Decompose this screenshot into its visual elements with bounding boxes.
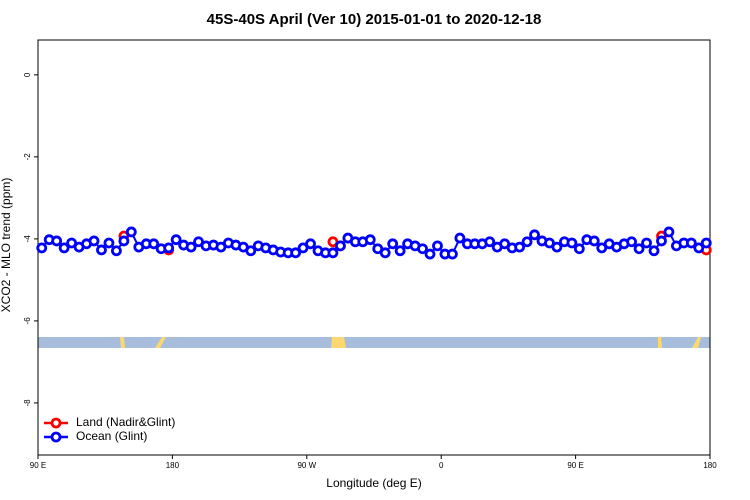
data-point [521,236,533,248]
y-tick-label: -8 [23,399,32,407]
data-point [394,245,406,257]
legend: Land (Nadir&Glint)Ocean (Glint) [44,415,175,443]
data-point [148,238,160,250]
y-tick-label: -6 [23,317,32,325]
data-point [484,236,496,248]
legend-label: Ocean (Glint) [76,429,147,443]
data-point [700,237,712,249]
data-point [648,245,660,257]
data-point [185,241,197,253]
data-point [514,241,525,253]
data-point [111,245,122,257]
data-point [88,235,100,247]
data-point [446,248,458,260]
data-point [379,247,391,259]
data-point [125,226,137,238]
data-point [290,247,302,259]
legend-marker [50,417,62,429]
y-tick-label: 0 [23,72,32,77]
x-tick-label: 0 [439,461,444,470]
data-point [334,240,346,252]
data-point [245,245,257,257]
data-point [685,237,697,249]
data-point [656,235,667,247]
data-point [163,242,175,254]
x-tick-label: 90 E [567,461,583,470]
chart-title: 45S-40S April (Ver 10) 2015-01-01 to 202… [207,11,542,28]
data-point [626,236,637,248]
legend-marker [50,431,62,443]
data-point [118,235,130,247]
data-point [364,234,376,246]
data-point [693,242,705,254]
map-strip [38,337,710,348]
legend-label: Land (Nadir&Glint) [76,415,175,429]
x-tick-label: 180 [166,461,180,470]
data-point [103,237,115,249]
x-tick-label: 180 [703,461,717,470]
y-tick-label: -4 [23,235,32,243]
data-point [327,247,339,259]
x-tick-label: 90 E [30,461,46,470]
x-axis-label: Longitude (deg E) [326,476,421,490]
data-point [588,235,600,247]
y-tick-label: -2 [23,153,32,161]
data-point [566,237,578,249]
y-axis-label: XCO2 - MLO trend (ppm) [0,178,13,313]
data-point [454,232,466,244]
data-point [305,238,316,250]
data-point [424,248,436,260]
x-tick-label: 90 W [297,461,316,470]
data-point [529,229,540,241]
data-point [36,242,48,254]
data-point [432,240,443,252]
data-point [96,244,107,256]
data-point [641,237,652,249]
data-point [51,235,63,247]
data-point [170,234,182,246]
data-point [417,243,428,255]
data-point [663,226,675,238]
data-point [633,243,645,255]
data-point [551,241,563,253]
data-point [573,243,585,255]
data-point [58,242,70,254]
data-point [387,238,399,250]
